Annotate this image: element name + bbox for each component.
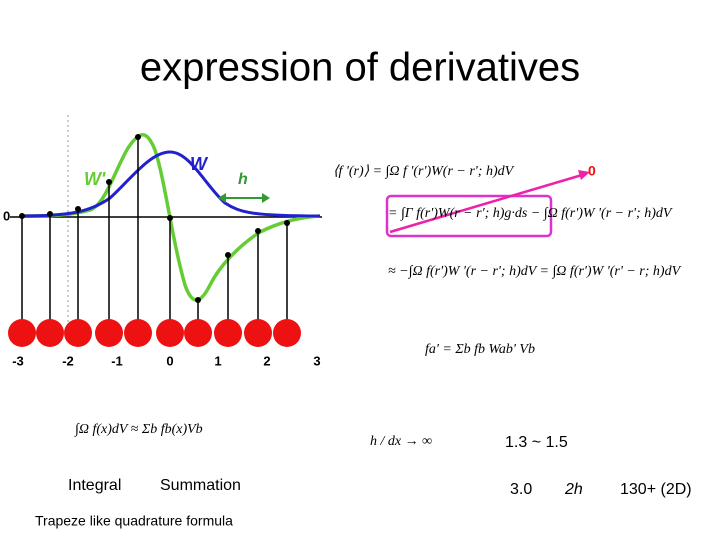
x-tick-label: 1	[214, 353, 221, 368]
y-zero-label: 0	[3, 208, 10, 223]
title: expression of derivatives	[140, 46, 580, 90]
note: 2h	[564, 481, 583, 498]
pink-arrow	[389, 173, 583, 234]
zero-mark: 0	[588, 163, 596, 179]
note: Integral	[68, 477, 121, 494]
equation: fa' = Σb fb Wab' Vb	[425, 342, 535, 357]
equation: ≈ −∫Ω f(r')W '(r − r'; h)dV = ∫Ω f(r')W …	[388, 264, 682, 279]
h-label: h	[238, 171, 248, 188]
sample-points	[19, 134, 290, 303]
x-tick-label: -1	[111, 353, 123, 368]
note: 3.0	[510, 481, 532, 498]
equation: ⟨f '(r)⟩ = ∫Ω f '(r')W(r − r'; h)dV	[333, 164, 515, 179]
note: Summation	[160, 477, 241, 494]
w-prime-label: W'	[84, 169, 106, 189]
x-tick-label: -3	[12, 353, 24, 368]
x-ticks: -3 -2 -1 0 1 2 3	[12, 353, 320, 368]
equation: h / dx → ∞	[370, 434, 432, 449]
w-label: W	[190, 154, 209, 174]
note: Trapeze like quadrature formula	[35, 513, 233, 529]
plot: W' W h 0 -3 -2 -1 0 1 2 3	[3, 115, 322, 368]
x-tick-label: -2	[62, 353, 74, 368]
x-tick-label: 0	[166, 353, 173, 368]
particles	[8, 319, 301, 347]
stems	[21, 137, 288, 333]
highlight-box	[385, 194, 553, 238]
note: 130+ (2D)	[620, 481, 692, 498]
note: 1.3 ~ 1.5	[505, 434, 568, 451]
w-curve	[19, 150, 321, 218]
pink-arrowhead	[578, 170, 590, 180]
x-tick-label: 3	[313, 353, 320, 368]
equation: ∫Ω f(x)dV ≈ Σb fb(x)Vb	[74, 422, 203, 437]
equation: = ∫Γ f(r')W(r − r'; h)g·ds − ∫Ω f(r')W '…	[388, 206, 673, 221]
x-tick-label: 2	[263, 353, 270, 368]
notes: 1.3 ~ 1.5 Integral Summation 3.0 2h 130+…	[35, 434, 692, 528]
